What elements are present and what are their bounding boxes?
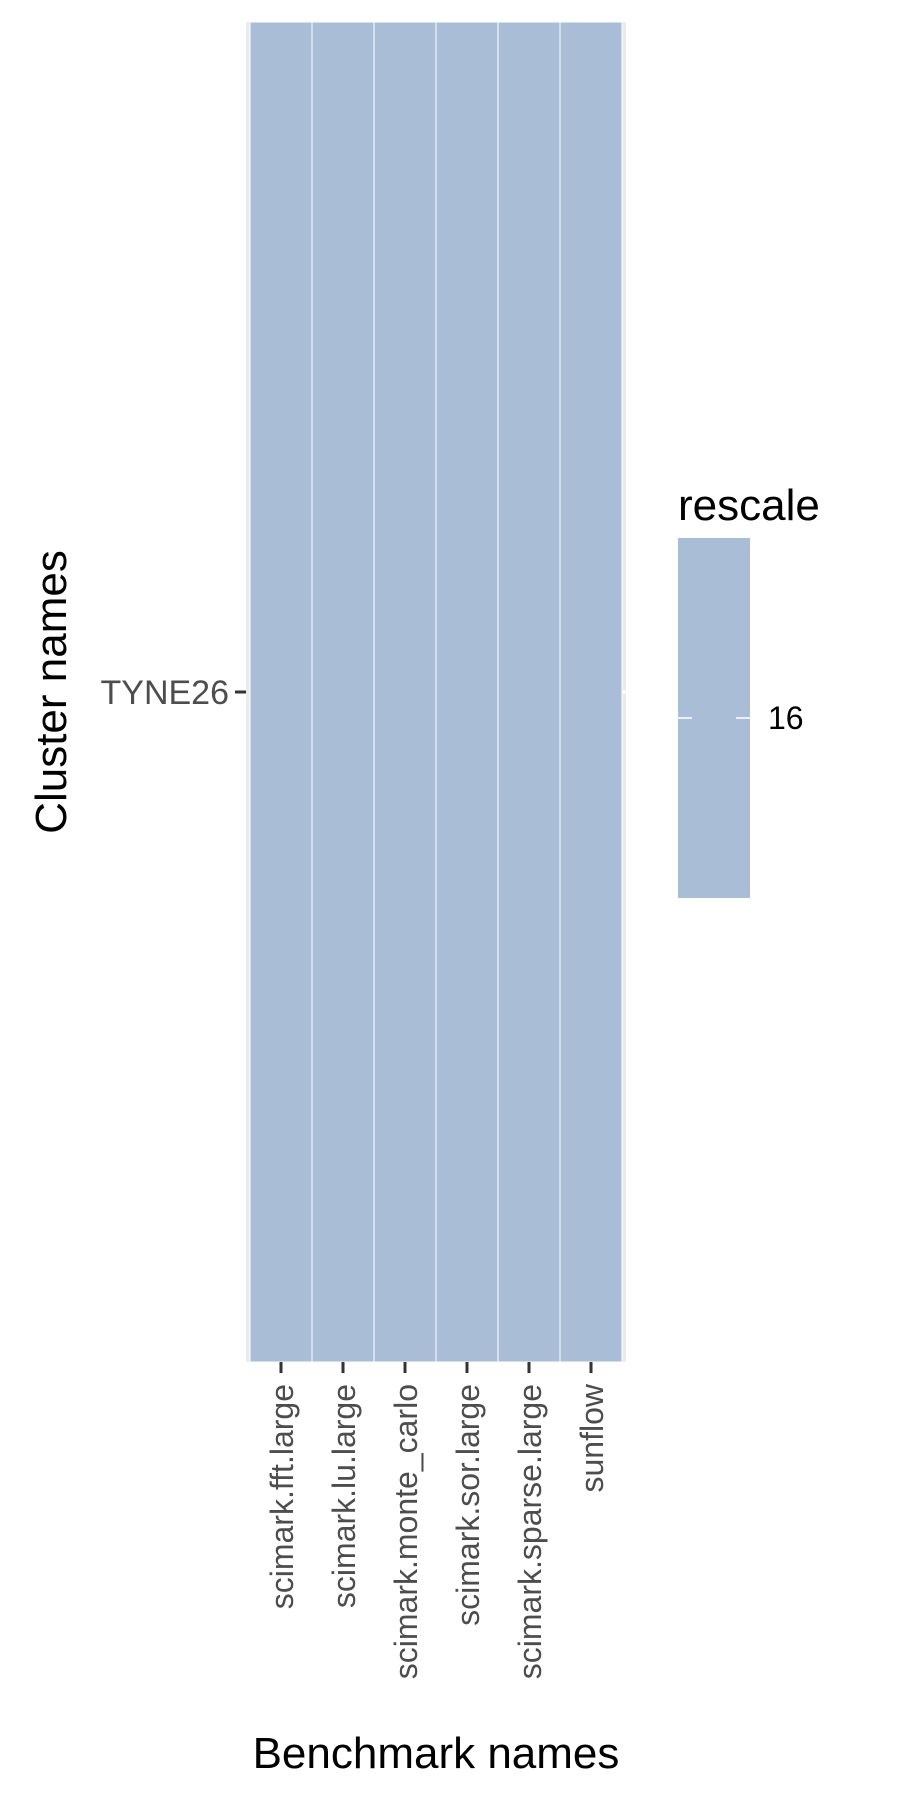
legend: rescale 16 — [678, 481, 820, 898]
y-axis-title: Cluster names — [27, 550, 76, 834]
heatmap-tiles — [249, 21, 626, 1363]
legend-breaks: 16 — [678, 700, 804, 736]
y-axis: TYNE26 — [101, 674, 246, 712]
x-axis: scimark.fft.large scimark.lu.large scimark… — [264, 1362, 610, 1679]
y-tick-label: TYNE26 — [101, 674, 230, 712]
x-tick-label: scimark.sor.large — [450, 1384, 486, 1626]
legend-break-label: 16 — [768, 700, 804, 736]
heatmap-tile — [559, 21, 623, 1363]
legend-title: rescale — [678, 481, 820, 530]
x-tick-label: scimark.sparse.large — [512, 1384, 548, 1679]
x-tick-label: scimark.monte_carlo — [388, 1384, 424, 1679]
x-tick-label: scimark.fft.large — [264, 1384, 300, 1609]
heatmap-tile — [249, 21, 313, 1363]
heatmap-tile — [435, 21, 499, 1363]
heatmap-tile — [311, 21, 375, 1363]
x-tick-label: scimark.lu.large — [326, 1384, 362, 1608]
heatmap-tile — [373, 21, 437, 1363]
x-axis-title: Benchmark names — [253, 1729, 620, 1778]
x-tick-label: sunflow — [574, 1383, 610, 1492]
heatmap-tile — [497, 21, 561, 1363]
